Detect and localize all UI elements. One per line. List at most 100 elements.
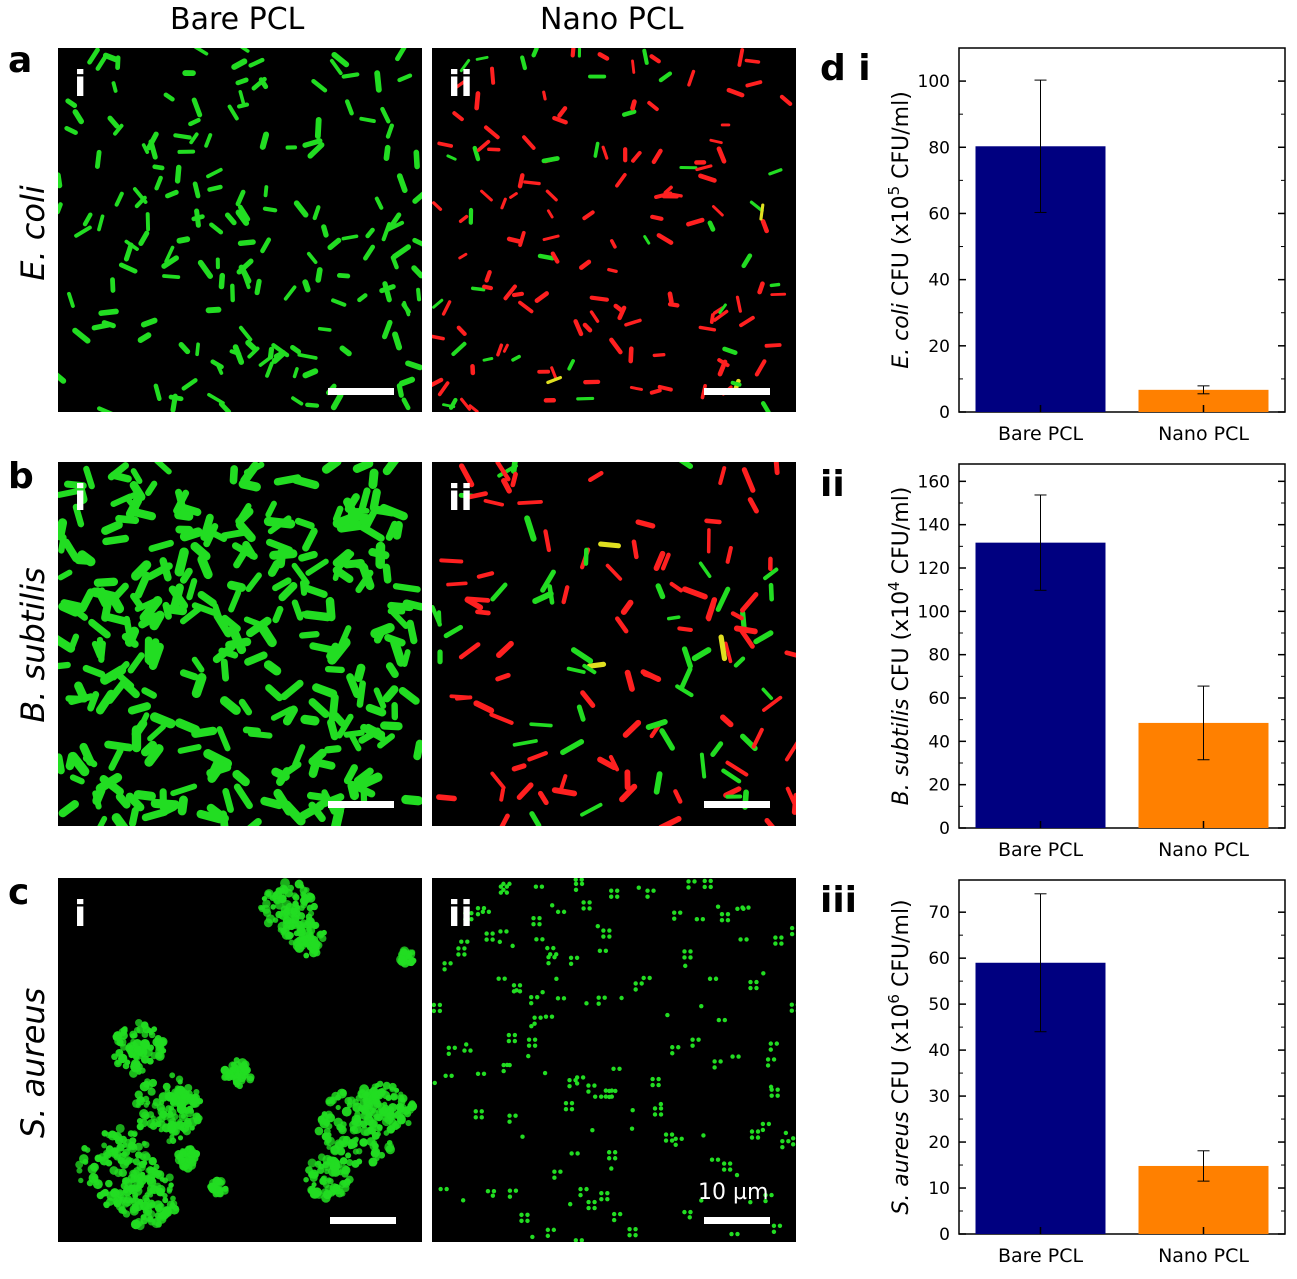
dead-cell: [465, 491, 488, 500]
live-cell: [669, 1138, 675, 1143]
live-cell: [501, 1068, 506, 1074]
live-cell: [299, 935, 310, 946]
panel-label-bi: i: [74, 478, 87, 519]
live-cell: [715, 586, 731, 612]
dead-cell: [517, 173, 525, 189]
live-cell: [501, 881, 506, 887]
live-cell: [325, 596, 336, 622]
live-cell: [235, 520, 256, 543]
live-cell: [148, 539, 174, 552]
live-cell: [245, 572, 262, 593]
live-cell: [567, 359, 575, 371]
live-cell: [235, 209, 250, 226]
live-cell: [209, 222, 224, 235]
live-cell: [507, 1188, 513, 1193]
live-cell: [396, 954, 406, 965]
live-cell: [96, 1191, 105, 1200]
live-cell: [141, 687, 157, 699]
live-cell: [381, 222, 392, 242]
live-cell: [382, 462, 399, 476]
live-cell: [555, 909, 561, 915]
live-cell: [272, 891, 279, 898]
live-cell: [755, 1135, 761, 1140]
live-cell: [302, 279, 311, 293]
live-cell: [115, 1123, 125, 1133]
live-cell: [300, 714, 320, 726]
dead-cell: [617, 305, 627, 321]
dead-cell: [506, 236, 522, 244]
live-cell: [437, 1008, 443, 1014]
live-cell: [386, 220, 405, 232]
live-cell: [390, 255, 399, 270]
live-cell: [289, 910, 296, 918]
live-cell: [617, 1066, 622, 1071]
live-cell: [690, 1037, 695, 1042]
live-cell: [341, 1106, 352, 1117]
dead-cell: [517, 500, 543, 505]
live-cell: [306, 251, 318, 265]
live-cell: [224, 212, 237, 226]
live-cell: [468, 1048, 473, 1053]
live-cell: [708, 884, 713, 890]
live-cell: [374, 1123, 383, 1132]
live-cell: [186, 1105, 194, 1113]
live-cell: [682, 949, 687, 954]
live-cell: [359, 116, 376, 124]
live-cell: [87, 48, 100, 65]
live-cell: [374, 1098, 381, 1105]
live-cell: [189, 132, 199, 145]
live-cell: [586, 1205, 591, 1211]
live-cell: [82, 754, 98, 768]
live-cell: [438, 1186, 443, 1192]
live-cell: [744, 937, 749, 942]
live-cell: [213, 612, 233, 638]
live-cell: [219, 810, 229, 826]
live-cell: [554, 976, 559, 982]
live-cell: [307, 935, 314, 942]
live-cell: [65, 98, 78, 109]
y-tick-label: 40: [928, 1041, 950, 1061]
live-cell: [75, 1160, 84, 1169]
live-cell: [386, 1139, 393, 1146]
live-cell: [335, 1104, 341, 1111]
dead-cell: [647, 100, 659, 112]
live-cell: [592, 1199, 597, 1205]
live-cell: [490, 582, 508, 602]
live-cell: [324, 745, 342, 754]
x-category-label: Nano PCL: [1158, 1245, 1249, 1267]
dead-cell: [631, 539, 639, 560]
cells-saureus-nano: [432, 878, 796, 1242]
live-cell: [375, 1131, 381, 1137]
live-cell: [374, 1082, 380, 1089]
live-cell: [297, 352, 318, 360]
live-cell: [469, 910, 474, 916]
live-cell: [129, 1169, 138, 1178]
live-cell: [596, 995, 601, 1000]
live-cell: [90, 587, 118, 602]
live-cell: [404, 954, 414, 964]
live-cell: [358, 487, 371, 514]
live-cell: [344, 99, 354, 116]
live-cell: [359, 523, 385, 542]
live-cell: [475, 1071, 481, 1076]
live-cell: [593, 141, 600, 158]
row-letter-c: c: [8, 872, 30, 913]
live-cell: [385, 1094, 392, 1102]
live-cell: [152, 164, 165, 171]
live-cell: [672, 910, 677, 915]
live-cell: [645, 888, 650, 893]
live-cell: [596, 1001, 601, 1006]
live-cell: [719, 917, 725, 923]
dead-cell: [500, 197, 507, 210]
live-cell: [587, 906, 592, 911]
live-cell: [725, 917, 731, 923]
live-cell: [721, 1167, 727, 1172]
live-cell: [314, 1160, 322, 1168]
live-cell: [140, 1174, 147, 1181]
panel-label-cii: ii: [448, 894, 473, 935]
dead-cell: [432, 334, 445, 341]
live-cell: [125, 792, 145, 812]
live-cell: [412, 237, 422, 247]
live-cell: [718, 303, 727, 315]
live-cell: [140, 1055, 150, 1064]
